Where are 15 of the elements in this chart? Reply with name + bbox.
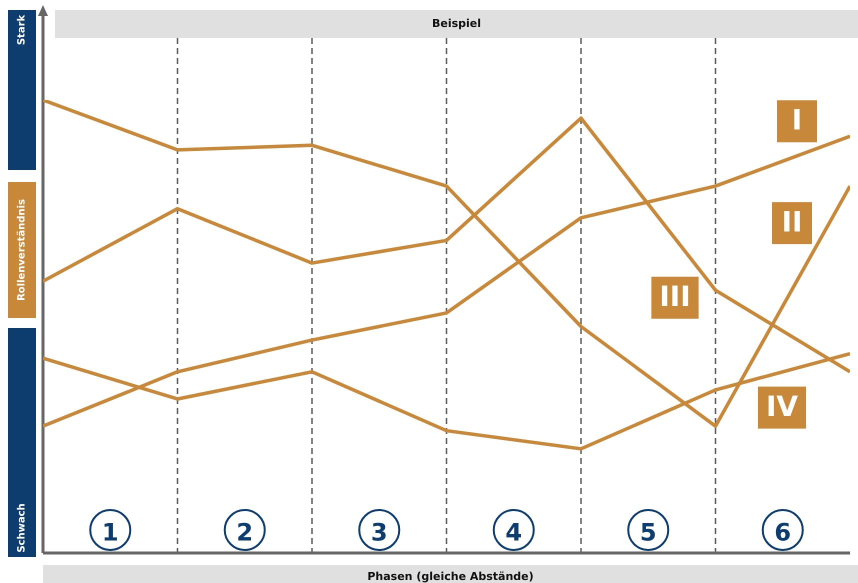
x-tick-label: 1 <box>102 518 119 547</box>
x-tick-label: 4 <box>505 518 522 547</box>
x-tick-label: 3 <box>370 518 388 547</box>
series-label: I <box>792 104 802 137</box>
text: Stark <box>16 14 28 46</box>
x-tick-label: 2 <box>236 518 254 547</box>
y-axis-title: Rollenverständnis <box>16 199 28 301</box>
x-tick-label: 5 <box>640 518 657 547</box>
series-label: IV <box>766 390 798 423</box>
chart-title: Beispiel <box>55 10 858 38</box>
x-tick-label: 6 <box>774 518 792 547</box>
text: Schwach <box>16 503 28 553</box>
x-axis-title: Phasen (gleiche Abstände) <box>43 565 858 583</box>
series-label: III <box>659 280 691 314</box>
series-label: II <box>782 205 802 238</box>
